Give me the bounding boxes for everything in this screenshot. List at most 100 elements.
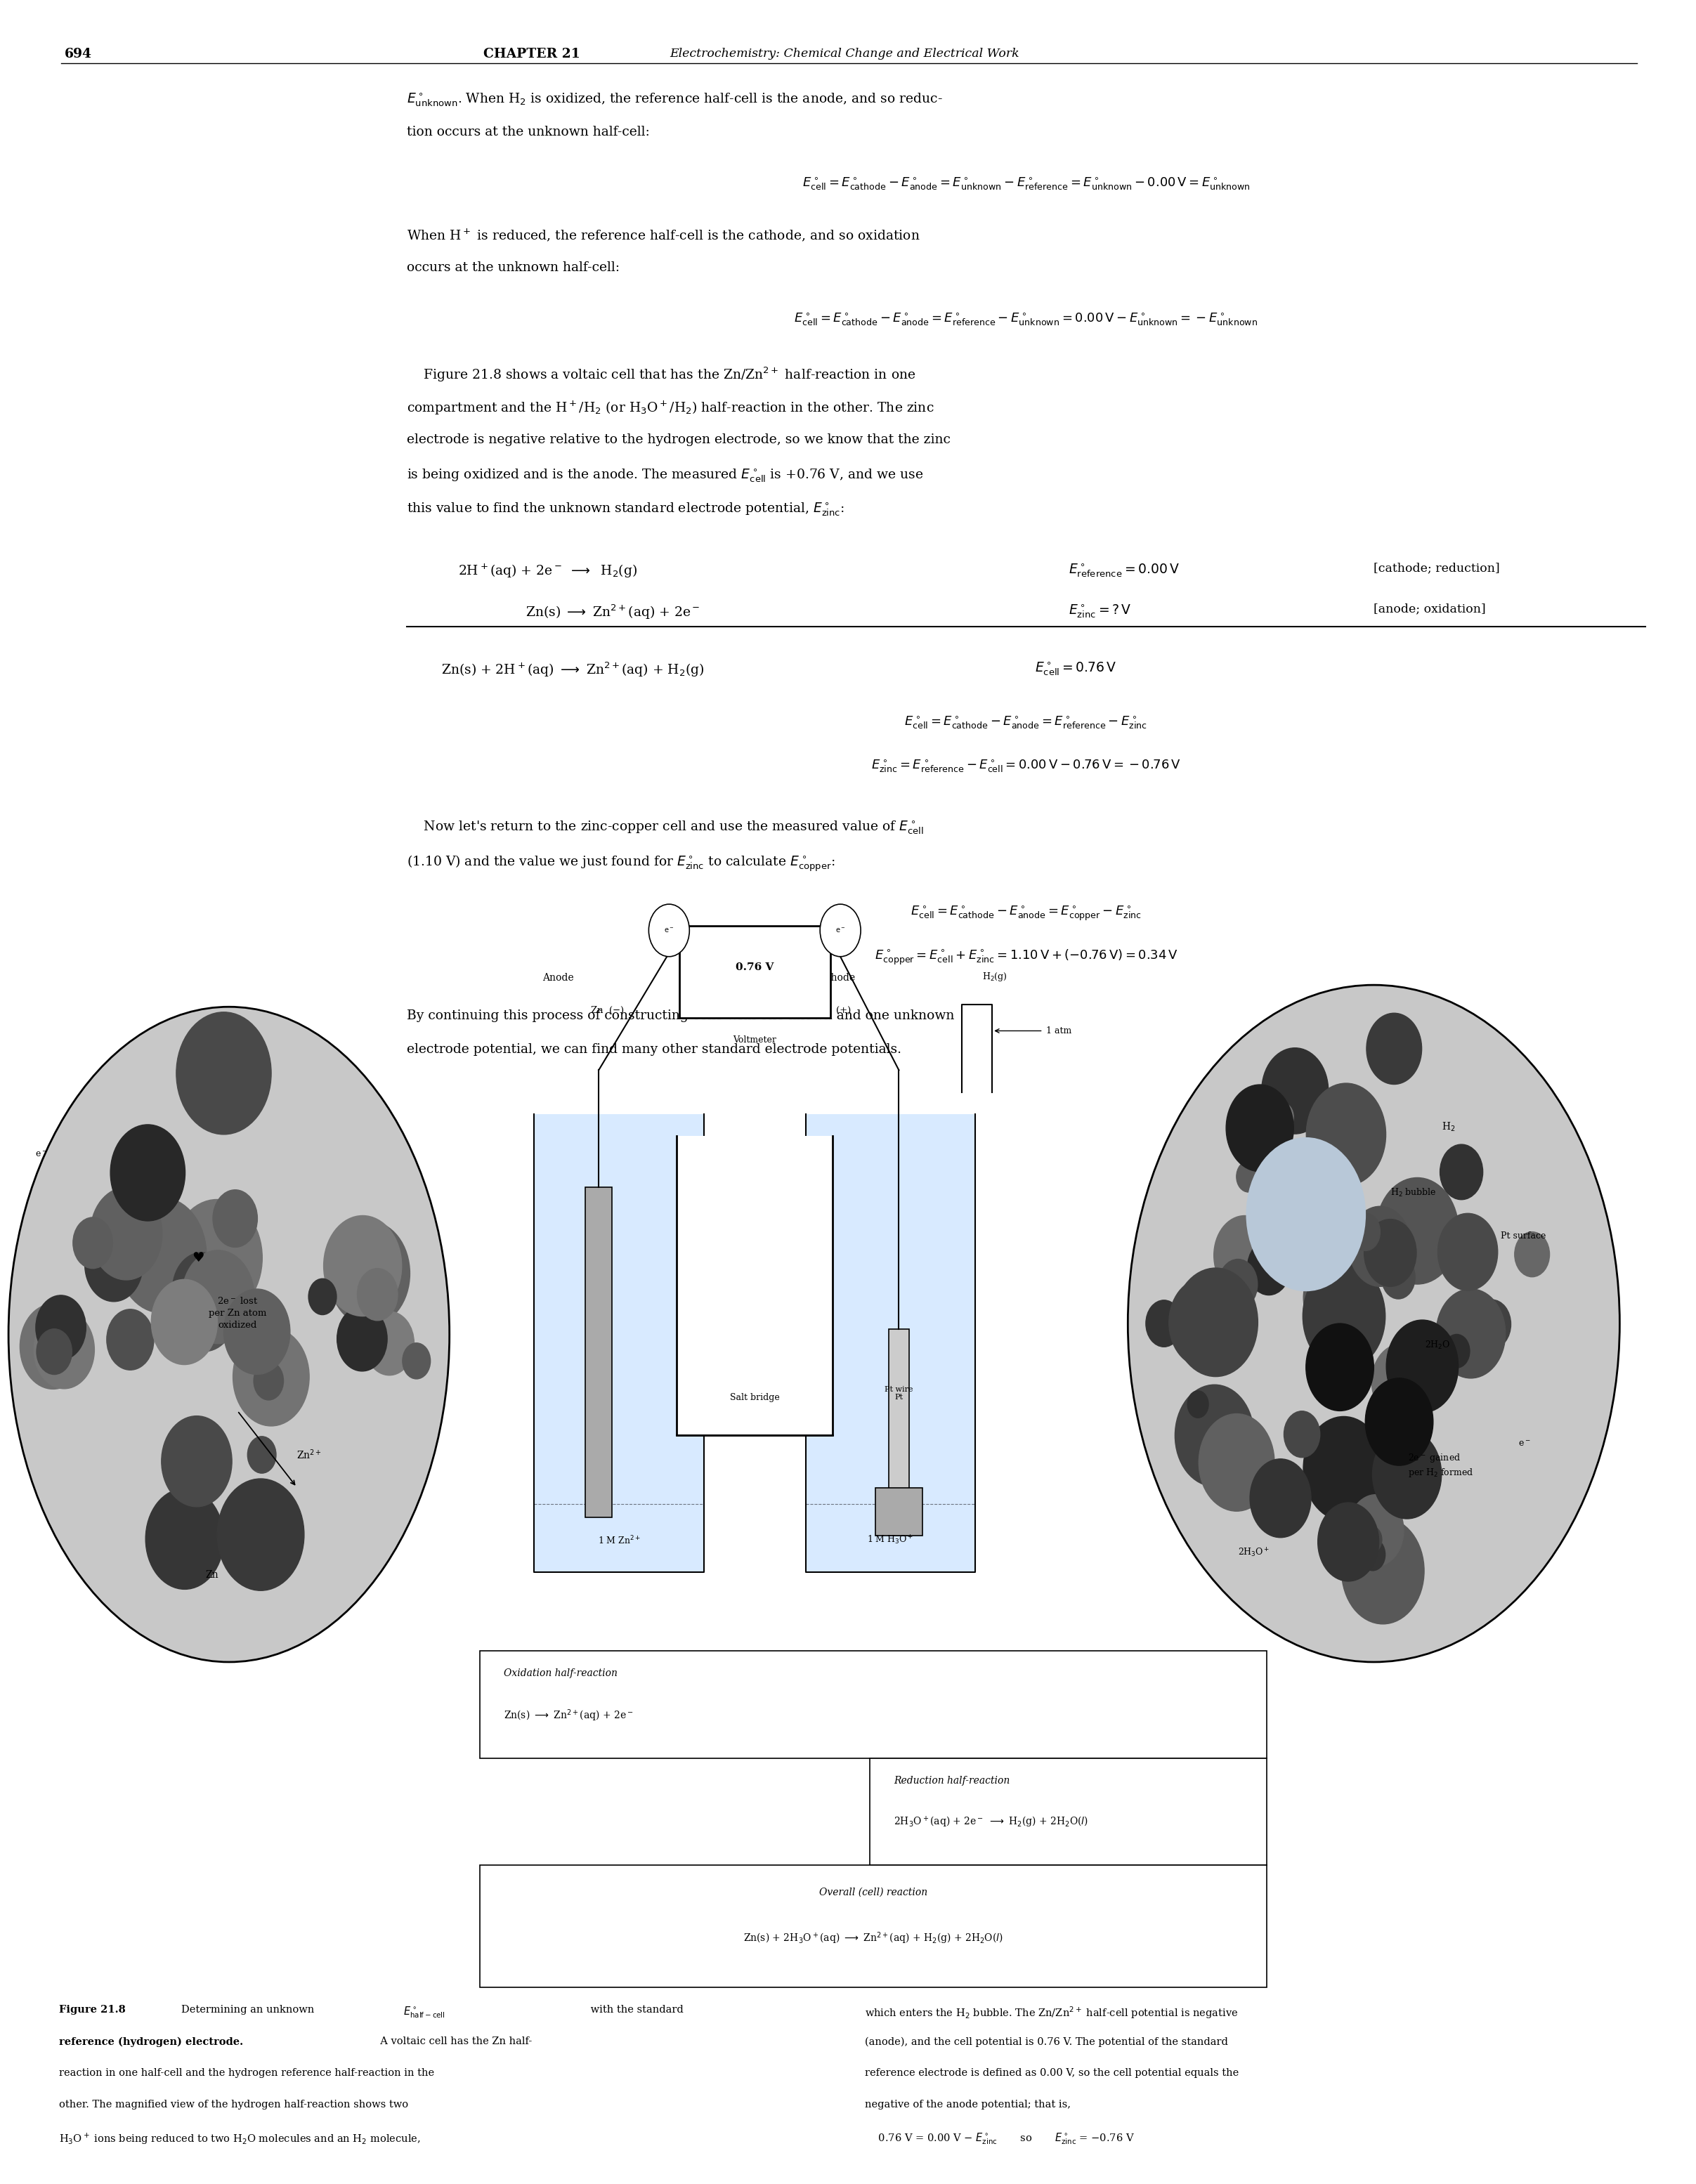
Circle shape [248,1437,276,1474]
Text: H$_2$ bubble: H$_2$ bubble [1391,1186,1437,1199]
Circle shape [1367,1013,1421,1083]
Circle shape [171,1199,263,1317]
Circle shape [85,1227,142,1302]
Text: other. The magnified view of the hydrogen half-reaction shows two: other. The magnified view of the hydroge… [59,2101,409,2110]
Text: negative of the anode potential; that is,: negative of the anode potential; that is… [865,2101,1070,2110]
Text: $E^\circ_{\rm reference} = 0.00\,{\rm V}$: $E^\circ_{\rm reference} = 0.00\,{\rm V}… [1068,561,1180,579]
Text: $E^\circ_{\rm zinc} = ?\,{\rm V}$: $E^\circ_{\rm zinc} = ?\,{\rm V}$ [1068,603,1131,620]
Text: ♥: ♥ [192,1251,205,1265]
Polygon shape [677,1136,833,1435]
Text: Zn$^{2+}$: Zn$^{2+}$ [297,1448,322,1461]
Circle shape [1515,1232,1550,1278]
Circle shape [1398,1350,1431,1393]
Circle shape [1372,1343,1430,1420]
Text: Zn(s) + 2H$_3$O$^+$(aq) $\longrightarrow$ Zn$^{2+}$(aq) + H$_2$(g) + 2H$_2$O($l$: Zn(s) + 2H$_3$O$^+$(aq) $\longrightarrow… [743,1931,1004,1946]
Circle shape [358,1269,397,1321]
Circle shape [1214,1216,1275,1295]
Text: H$_2$: H$_2$ [1442,1120,1455,1133]
Text: Zn  ($-$): Zn ($-$) [590,1005,624,1016]
Text: electrode is negative relative to the hydrogen electrode, so we know that the zi: electrode is negative relative to the hy… [407,435,951,446]
Circle shape [1226,1085,1294,1171]
Text: $\quad$ 0.76 V = 0.00 V $-$ $E^\circ_{\rm zinc}$$\qquad$ so$\qquad$ $E^\circ_{\r: $\quad$ 0.76 V = 0.00 V $-$ $E^\circ_{\r… [865,2132,1135,2147]
Text: this value to find the unknown standard electrode potential, $E^\circ_{\rm zinc}: this value to find the unknown standard … [407,502,845,518]
Circle shape [254,1361,283,1400]
Circle shape [1236,1162,1260,1192]
Circle shape [110,1125,185,1221]
Circle shape [365,1310,414,1376]
Circle shape [1187,1391,1209,1417]
Text: $E^\circ_{\rm copper} = E^\circ_{\rm cell} + E^\circ_{\rm zinc} = 1.10\,{\rm V} : $E^\circ_{\rm copper} = E^\circ_{\rm cel… [875,948,1177,968]
Text: Pt surface: Pt surface [1501,1232,1547,1241]
Text: reaction in one half-cell and the hydrogen reference half-reaction in the: reaction in one half-cell and the hydrog… [59,2068,434,2079]
Circle shape [1284,1411,1319,1457]
Text: Pt wire
Pt: Pt wire Pt [885,1387,912,1402]
Text: Overall (cell) reaction: Overall (cell) reaction [819,1887,928,1898]
Circle shape [1348,1494,1404,1566]
Circle shape [309,1278,336,1315]
Circle shape [1272,1103,1294,1131]
Text: Figure 21.8 shows a voltaic cell that has the Zn/Zn$^{2+}$ half-reaction in one: Figure 21.8 shows a voltaic cell that ha… [407,367,916,384]
Circle shape [173,1271,236,1352]
Circle shape [217,1479,304,1590]
Text: A voltaic cell has the Zn half-: A voltaic cell has the Zn half- [375,2035,533,2046]
Circle shape [1372,1431,1442,1518]
Text: 2H$_3$O$^+$: 2H$_3$O$^+$ [1238,1546,1270,1559]
Text: Figure 21.8: Figure 21.8 [59,2005,129,2016]
Text: CHAPTER 21: CHAPTER 21 [483,48,580,61]
Circle shape [324,1216,402,1317]
Text: Determining an unknown: Determining an unknown [181,2005,317,2016]
Text: 1 atm: 1 atm [1046,1026,1072,1035]
Circle shape [1382,1256,1414,1299]
Circle shape [1360,1538,1386,1570]
Circle shape [1306,1083,1386,1186]
Circle shape [1303,1417,1384,1520]
Text: (1.10 V) and the value we just found for $E^\circ_{\rm zinc}$ to calculate $E^\c: (1.10 V) and the value we just found for… [407,854,836,874]
Circle shape [1262,1048,1328,1133]
Circle shape [1342,1518,1425,1625]
FancyBboxPatch shape [870,1758,1267,1865]
Text: Zn: Zn [205,1570,219,1579]
Circle shape [1362,1527,1382,1553]
Text: tion occurs at the unknown half-cell:: tion occurs at the unknown half-cell: [407,124,650,138]
Circle shape [1318,1503,1379,1581]
Circle shape [1406,1339,1438,1382]
Text: Salt bridge: Salt bridge [729,1393,780,1402]
Text: H$_3$O$^+$ ions being reduced to two H$_2$O molecules and an H$_2$ molecule,: H$_3$O$^+$ ions being reduced to two H$_… [59,2132,421,2147]
Circle shape [1199,1413,1274,1511]
Text: is being oxidized and is the anode. The measured $E^\circ_{\rm cell}$ is +0.76 V: is being oxidized and is the anode. The … [407,467,924,485]
Circle shape [1306,1324,1374,1411]
Text: Cathode: Cathode [814,972,855,983]
Circle shape [146,1489,224,1590]
Text: Anode: Anode [543,972,573,983]
Circle shape [819,904,860,957]
Circle shape [1438,1214,1498,1291]
Text: reference (hydrogen) electrode.: reference (hydrogen) electrode. [59,2035,244,2046]
Circle shape [73,1216,112,1269]
Text: 1 M Zn$^{2+}$: 1 M Zn$^{2+}$ [597,1535,641,1546]
Circle shape [402,1343,431,1378]
Circle shape [1146,1299,1182,1348]
Circle shape [1250,1459,1311,1538]
Circle shape [1365,1378,1433,1465]
Text: $E^\circ_{\rm half-cell}$: $E^\circ_{\rm half-cell}$ [404,2005,446,2020]
Circle shape [232,1328,309,1426]
Text: Now let's return to the zinc-copper cell and use the measured value of $E^\circ_: Now let's return to the zinc-copper cell… [407,819,924,836]
FancyBboxPatch shape [480,1865,1267,1987]
Text: $E^\circ_{\rm cell} = E^\circ_{\rm cathode} - E^\circ_{\rm anode} = E^\circ_{\rm: $E^\circ_{\rm cell} = E^\circ_{\rm catho… [911,904,1141,922]
Text: Reduction half-reaction: Reduction half-reaction [894,1776,1009,1787]
Polygon shape [534,1114,704,1572]
Circle shape [178,1037,237,1114]
Circle shape [248,1324,282,1367]
Circle shape [20,1304,86,1389]
Ellipse shape [8,1007,449,1662]
Text: $E^\circ_{\rm cell} = 0.76\,{\rm V}$: $E^\circ_{\rm cell} = 0.76\,{\rm V}$ [1035,660,1116,677]
Text: $E^\circ_{\rm cell} = E^\circ_{\rm cathode} - E^\circ_{\rm anode} = E^\circ_{\rm: $E^\circ_{\rm cell} = E^\circ_{\rm catho… [904,714,1148,729]
Text: Zn(s) $\longrightarrow$ Zn$^{2+}$(aq) + 2e$^-$: Zn(s) $\longrightarrow$ Zn$^{2+}$(aq) + … [526,603,700,620]
FancyBboxPatch shape [480,1651,1267,1758]
Text: $E^\circ_{\rm zinc} = E^\circ_{\rm reference} - E^\circ_{\rm cell} = 0.00\,{\rm : $E^\circ_{\rm zinc} = E^\circ_{\rm refer… [872,758,1180,775]
Text: 2H$^+$(aq) + 2e$^-$ $\longrightarrow$  H$_2$(g): 2H$^+$(aq) + 2e$^-$ $\longrightarrow$ H$… [458,561,638,579]
Circle shape [173,1251,231,1328]
Text: e$^-$: e$^-$ [1518,1439,1530,1448]
Circle shape [37,1328,71,1374]
Text: electrode potential, we can find many other standard electrode potentials.: electrode potential, we can find many ot… [407,1044,902,1055]
